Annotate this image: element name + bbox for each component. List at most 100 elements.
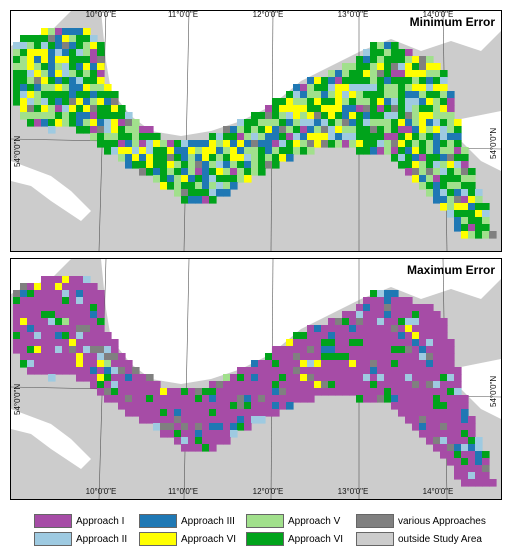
legend-item-outside-study-area: outside Study Area [356, 532, 482, 546]
study-area-patch [384, 381, 392, 389]
study-area-patch [83, 126, 91, 134]
study-area-patch [160, 423, 168, 431]
study-area-patch [251, 374, 259, 382]
study-area-patch [237, 409, 245, 417]
study-area-patch [356, 63, 364, 71]
lon-tick-bottom: 11°0'0"E [167, 487, 199, 496]
study-area-patch [440, 388, 448, 396]
study-area-patch [244, 416, 252, 424]
study-area-patch [433, 339, 441, 347]
study-area-patch [307, 91, 315, 99]
study-area-patch [202, 423, 210, 431]
study-area-patch [188, 189, 196, 197]
study-area-patch [90, 283, 98, 291]
study-area-patch [363, 353, 371, 361]
study-area-patch [97, 381, 105, 389]
study-area-patch [391, 119, 399, 127]
study-area-patch [41, 91, 49, 99]
study-area-patch [160, 168, 168, 176]
study-area-patch [258, 126, 266, 134]
lon-tick-bottom: 10°0'0"E [85, 487, 117, 496]
study-area-patch [412, 91, 420, 99]
study-area-patch [398, 388, 406, 396]
study-area-patch [104, 105, 112, 113]
study-area-patch [468, 465, 476, 473]
study-area-patch [279, 98, 287, 106]
study-area-patch [13, 77, 21, 85]
study-area-patch [111, 126, 119, 134]
study-area-patch [482, 217, 490, 225]
study-area-patch [258, 147, 266, 155]
study-area-patch [328, 318, 336, 326]
study-area-patch [356, 325, 364, 333]
study-area-patch [454, 147, 462, 155]
study-area-patch [342, 388, 350, 396]
study-area-patch [475, 479, 483, 487]
study-area-patch [69, 98, 77, 106]
study-area-patch [111, 381, 119, 389]
study-area-patch [223, 423, 231, 431]
study-area-patch [90, 304, 98, 312]
legend-label: Approach I [76, 515, 125, 527]
study-area-patch [300, 112, 308, 120]
study-area-patch [104, 367, 112, 375]
study-area-patch [41, 105, 49, 113]
study-area-patch [209, 154, 217, 162]
legend-label: Approach III [181, 515, 235, 527]
study-area-patch [468, 224, 476, 232]
study-area-patch [391, 367, 399, 375]
study-area-patch [412, 175, 420, 183]
study-area-patch [41, 339, 49, 347]
study-area-patch [328, 126, 336, 134]
study-area-patch [125, 119, 133, 127]
study-area-patch [419, 182, 427, 190]
study-area-patch [97, 304, 105, 312]
study-area-patch [41, 63, 49, 71]
study-area-patch [272, 374, 280, 382]
panel-title: Minimum Error [409, 15, 495, 29]
study-area-patch [41, 42, 49, 50]
study-area-patch [426, 353, 434, 361]
study-area-patch [202, 161, 210, 169]
study-area-patch [384, 304, 392, 312]
study-area-patch [440, 381, 448, 389]
study-area-patch [328, 70, 336, 78]
study-area-patch [111, 374, 119, 382]
study-area-patch [377, 140, 385, 148]
study-area-patch [69, 367, 77, 375]
study-area-patch [377, 112, 385, 120]
map-panel-minimum-error: Minimum Error 10°0'0"E 11°0'0"E 12°0'0"E… [10, 10, 502, 252]
study-area-patch [34, 70, 42, 78]
study-area-patch [251, 112, 259, 120]
study-area-patch [475, 217, 483, 225]
study-area-patch [272, 154, 280, 162]
study-area-patch [195, 154, 203, 162]
study-area-patch [391, 388, 399, 396]
study-area-patch [377, 346, 385, 354]
study-area-patch [454, 472, 462, 480]
study-area-patch [202, 416, 210, 424]
study-area-patch [76, 49, 84, 57]
study-area-patch [342, 374, 350, 382]
study-area-patch [286, 353, 294, 361]
study-area-patch [342, 133, 350, 141]
study-area-patch [111, 147, 119, 155]
study-area-patch [447, 381, 455, 389]
study-area-patch [370, 49, 378, 57]
study-area-patch [447, 409, 455, 417]
study-area-patch [104, 112, 112, 120]
study-area-patch [419, 360, 427, 368]
study-area-patch [90, 381, 98, 389]
study-area-patch [251, 140, 259, 148]
study-area-patch [237, 119, 245, 127]
study-area-patch [27, 63, 35, 71]
study-area-patch [202, 430, 210, 438]
legend-swatch [139, 532, 177, 546]
study-area-patch [97, 332, 105, 340]
study-area-patch [258, 140, 266, 148]
study-area-patch [83, 84, 91, 92]
study-area-patch [440, 98, 448, 106]
study-area-patch [447, 105, 455, 113]
study-area-patch [216, 147, 224, 155]
study-area-patch [223, 182, 231, 190]
